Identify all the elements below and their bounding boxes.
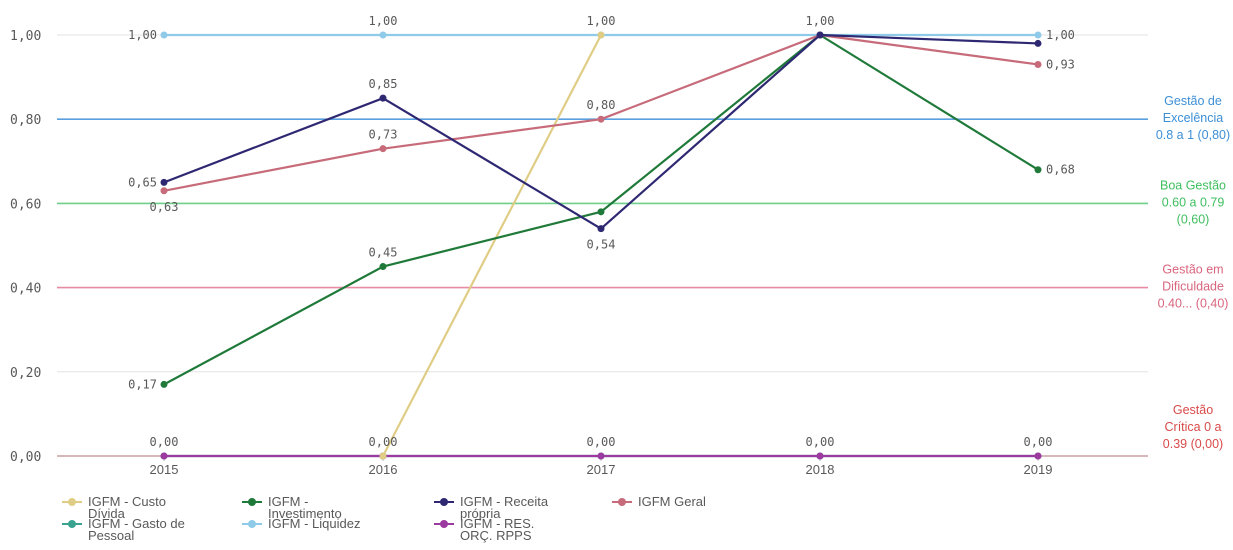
legend-item[interactable]: IGFM - Receita própria — [434, 494, 570, 521]
legend-marker — [242, 496, 262, 508]
data-point — [597, 208, 605, 216]
x-tick-label: 2019 — [1024, 462, 1053, 477]
data-point — [160, 187, 168, 195]
y-tick-label: 1,00 — [10, 29, 41, 44]
legend-marker — [62, 518, 82, 530]
reference-label: Crítica 0 a — [1165, 420, 1222, 434]
data-point — [379, 145, 387, 153]
data-point — [160, 31, 168, 39]
data-point — [1034, 39, 1042, 47]
reference-label: Excelência — [1163, 111, 1223, 125]
y-tick-label: 0,60 — [10, 197, 41, 212]
legend-item[interactable]: IGFM - Gasto de Pessoal — [62, 516, 198, 543]
data-label: 0,45 — [369, 246, 398, 260]
y-tick-label: 0,80 — [10, 113, 41, 128]
data-label: 0,85 — [369, 77, 398, 91]
data-point — [160, 380, 168, 388]
data-label: 0,73 — [369, 128, 398, 142]
data-point — [597, 225, 605, 233]
reference-label: 0.60 a 0.79 — [1162, 195, 1225, 209]
line-chart: Gestão de Excelência 0.8 a 1 (0,80) Boa Ges… — [10, 14, 1230, 477]
legend-label: IGFM - Custo Dívida — [88, 494, 167, 521]
series-line — [163, 33, 1039, 192]
x-tick-label: 2016 — [369, 462, 398, 477]
data-label: 1,00 — [369, 14, 398, 28]
reference-label: Boa Gestão — [1160, 178, 1226, 192]
y-tick-label: 0,20 — [10, 366, 41, 381]
legend-label: IGFM - RES. ORÇ. RPPS — [460, 516, 535, 543]
legend-item[interactable]: IGFM - Custo Dívida — [62, 494, 198, 521]
data-label: 0,80 — [587, 98, 616, 112]
reference-lines: Gestão de Excelência 0.8 a 1 (0,80) Boa Ges… — [57, 94, 1230, 457]
data-point — [816, 31, 824, 39]
reference-label: Gestão em — [1162, 263, 1223, 277]
series-lines — [160, 31, 1042, 460]
data-label: 0,00 — [1024, 435, 1053, 449]
data-point — [1034, 166, 1042, 174]
legend-marker — [612, 496, 632, 508]
data-label: 1,00 — [806, 14, 835, 28]
legend-label: IGFM - Gasto de Pessoal — [88, 516, 185, 543]
data-label: 0,00 — [806, 435, 835, 449]
data-label: 1,00 — [1046, 28, 1075, 42]
legend-label: IGFM - Receita própria — [460, 494, 549, 521]
data-label: 0,65 — [128, 175, 157, 189]
data-label: 0,00 — [587, 435, 616, 449]
data-point — [1034, 60, 1042, 68]
data-label: 0,17 — [128, 377, 157, 391]
data-point — [160, 452, 168, 460]
legend-marker — [242, 518, 262, 530]
data-label: 0,54 — [587, 238, 616, 252]
legend-marker — [434, 496, 454, 508]
data-label: 0,68 — [1046, 163, 1075, 177]
y-tick-label: 0,40 — [10, 282, 41, 297]
x-tick-label: 2018 — [806, 462, 835, 477]
y-axis: 0,00 0,20 0,40 0,60 0,80 1,00 — [10, 29, 41, 465]
data-point — [597, 31, 605, 39]
legend-item[interactable]: IGFM - RES. ORÇ. RPPS — [434, 516, 570, 543]
legend-label: IGFM - Investimento — [268, 494, 342, 521]
data-labels: 0,00 1,00 0,17 0,45 0,68 0,65 0,85 0,54 0,63 0,73… — [128, 14, 1075, 449]
reference-label: Gestão de — [1164, 94, 1222, 108]
legend-item[interactable]: IGFM - Investimento — [242, 494, 378, 521]
x-tick-label: 2015 — [150, 462, 179, 477]
reference-label: 0.8 a 1 (0,80) — [1156, 128, 1230, 142]
data-point — [160, 178, 168, 186]
data-label: 0,63 — [150, 200, 179, 214]
reference-label: Gestão — [1173, 403, 1213, 417]
data-label: 0,93 — [1046, 57, 1075, 71]
series-line — [382, 34, 602, 457]
reference-label: 0.40... (0,40) — [1158, 297, 1229, 311]
y-tick-label: 0,00 — [10, 450, 41, 465]
series-line — [163, 33, 1039, 230]
data-label: 1,00 — [587, 14, 616, 28]
legend-item[interactable]: IGFM Geral — [612, 494, 748, 509]
data-point — [816, 452, 824, 460]
data-label: 0,00 — [369, 435, 398, 449]
legend-marker — [434, 518, 454, 530]
legend-label: IGFM - Liquidez — [268, 516, 361, 531]
legend-label: IGFM Geral — [638, 494, 706, 509]
data-point — [379, 263, 387, 271]
reference-label: 0.39 (0,00) — [1163, 437, 1223, 451]
data-point — [597, 452, 605, 460]
x-tick-label: 2017 — [587, 462, 616, 477]
legend-marker — [62, 496, 82, 508]
reference-label: (0,60) — [1177, 212, 1210, 226]
data-point — [597, 115, 605, 123]
data-label: 0,00 — [150, 435, 179, 449]
data-point — [1034, 31, 1042, 39]
data-label: 1,00 — [128, 28, 157, 42]
data-point — [379, 94, 387, 102]
reference-label: Dificuldade — [1162, 280, 1224, 294]
legend-item[interactable]: IGFM - Liquidez — [242, 516, 378, 531]
data-point — [379, 452, 387, 460]
data-point — [1034, 452, 1042, 460]
data-point — [379, 31, 387, 39]
